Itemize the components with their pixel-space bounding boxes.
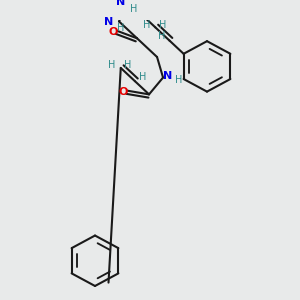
Text: N: N <box>164 71 173 81</box>
Text: H: H <box>108 60 116 70</box>
Text: O: O <box>118 87 128 97</box>
Text: H: H <box>159 20 166 30</box>
Text: H: H <box>176 75 183 85</box>
Text: H: H <box>117 23 125 33</box>
Text: N: N <box>104 17 114 27</box>
Text: O: O <box>108 27 118 37</box>
Text: H: H <box>142 20 150 30</box>
Text: H: H <box>124 60 131 70</box>
Text: H: H <box>130 4 137 14</box>
Text: H: H <box>158 31 165 41</box>
Text: H: H <box>139 72 147 82</box>
Text: N: N <box>116 0 126 7</box>
